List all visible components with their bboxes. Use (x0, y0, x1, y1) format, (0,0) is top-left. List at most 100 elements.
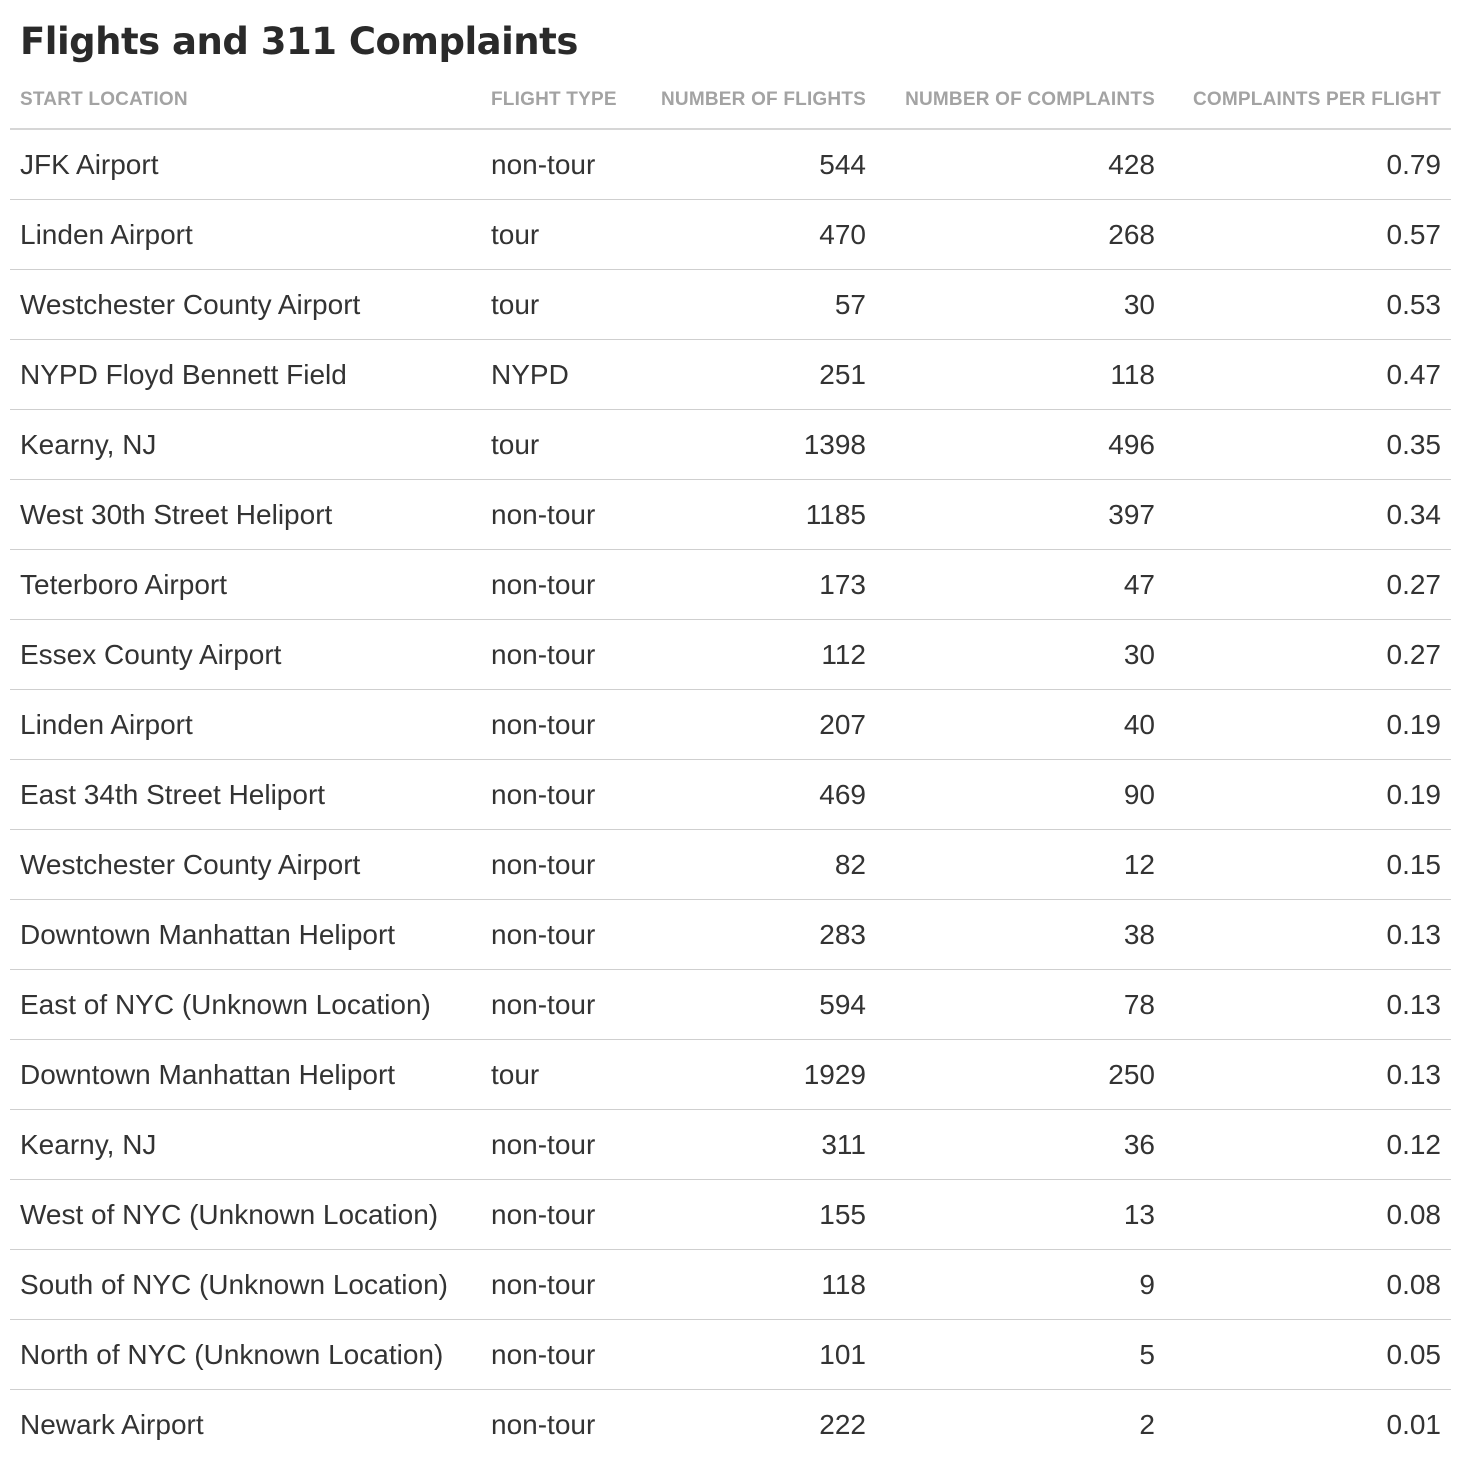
cell-number-of-flights: 82 (635, 829, 876, 900)
cell-complaints-per-flight: 0.27 (1165, 549, 1451, 620)
cell-start-location: Downtown Manhattan Heliport (10, 899, 481, 970)
cell-complaints-per-flight: 0.08 (1165, 1179, 1451, 1250)
column-header-flight-type[interactable]: FLIGHT TYPE (481, 72, 635, 130)
cell-complaints-per-flight: 0.13 (1165, 969, 1451, 1040)
table-row: North of NYC (Unknown Location) non-tour 1… (10, 1319, 1451, 1390)
cell-flight-type: non-tour (481, 899, 635, 970)
cell-complaints-per-flight: 0.12 (1165, 1109, 1451, 1180)
table-row: East of NYC (Unknown Location) non-tour 59… (10, 969, 1451, 1040)
cell-number-of-complaints: 36 (876, 1109, 1165, 1180)
cell-number-of-flights: 283 (635, 899, 876, 970)
cell-complaints-per-flight: 0.57 (1165, 199, 1451, 270)
cell-number-of-complaints: 5 (876, 1319, 1165, 1390)
cell-number-of-complaints: 90 (876, 759, 1165, 830)
cell-start-location: West 30th Street Heliport (10, 479, 481, 550)
cell-flight-type: non-tour (481, 759, 635, 830)
cell-number-of-complaints: 13 (876, 1179, 1165, 1250)
cell-number-of-complaints: 250 (876, 1039, 1165, 1110)
table-row: Teterboro Airport non-tour 173 47 0.27 (10, 549, 1451, 620)
cell-number-of-flights: 251 (635, 339, 876, 410)
cell-flight-type: non-tour (481, 689, 635, 760)
cell-number-of-complaints: 30 (876, 269, 1165, 340)
cell-number-of-flights: 594 (635, 969, 876, 1040)
column-header-start-location[interactable]: START LOCATION (10, 72, 481, 130)
table-title: Flights and 311 Complaints (20, 20, 578, 63)
cell-number-of-complaints: 47 (876, 549, 1165, 620)
table-row: Westchester County Airport non-tour 82 12 0.… (10, 829, 1451, 900)
cell-start-location: NYPD Floyd Bennett Field (10, 339, 481, 410)
cell-start-location: East 34th Street Heliport (10, 759, 481, 830)
cell-complaints-per-flight: 0.47 (1165, 339, 1451, 410)
cell-flight-type: non-tour (481, 1109, 635, 1180)
cell-flight-type: non-tour (481, 619, 635, 690)
table-row: NYPD Floyd Bennett Field NYPD 251 118 0.47 (10, 339, 1451, 410)
cell-flight-type: non-tour (481, 1249, 635, 1320)
cell-number-of-complaints: 78 (876, 969, 1165, 1040)
cell-start-location: North of NYC (Unknown Location) (10, 1319, 481, 1390)
cell-number-of-flights: 222 (819, 1408, 866, 1440)
cell-complaints-per-flight: 0.27 (1165, 619, 1451, 690)
table-row: Westchester County Airport tour 57 30 0.53 (10, 269, 1451, 340)
cell-complaints-per-flight: 0.35 (1165, 409, 1451, 480)
cell-complaints-per-flight: 0.13 (1165, 1039, 1451, 1110)
cell-start-location: South of NYC (Unknown Location) (10, 1249, 481, 1320)
cell-number-of-complaints: 40 (876, 689, 1165, 760)
cell-flight-type: non-tour (481, 829, 635, 900)
cell-number-of-flights: 470 (635, 199, 876, 270)
cell-flight-type: tour (481, 199, 635, 270)
cell-number-of-flights: 1398 (635, 409, 876, 480)
table-row: South of NYC (Unknown Location) non-tour 1… (10, 1249, 1451, 1320)
cell-number-of-flights: 118 (635, 1249, 876, 1320)
cell-complaints-per-flight: 0.01 (1386, 1408, 1442, 1440)
cell-complaints-per-flight: 0.08 (1165, 1249, 1451, 1320)
cell-complaints-per-flight: 0.05 (1165, 1319, 1451, 1390)
cell-complaints-per-flight: 0.15 (1165, 829, 1451, 900)
table-row: East 34th Street Heliport non-tour 469 90 0.… (10, 759, 1451, 830)
cell-complaints-per-flight: 0.19 (1165, 689, 1451, 760)
cell-number-of-complaints: 118 (876, 339, 1165, 410)
cell-start-location: Westchester County Airport (10, 829, 481, 900)
cell-flight-type: non-tour (481, 1179, 635, 1250)
table-body: JFK Airport non-tour 544 428 0.79 Linden Airp… (10, 129, 1451, 1459)
cell-number-of-complaints: 268 (876, 199, 1165, 270)
header-row: START LOCATION FLIGHT TYPE NUMBER OF FLI… (10, 72, 1451, 130)
table-row: Newark Airport non-tour 222 2 0.01 (10, 1390, 1451, 1460)
cell-flight-type: NYPD (481, 339, 635, 410)
column-header-number-of-complaints[interactable]: NUMBER OF COMPLAINTS (876, 72, 1165, 130)
cell-flight-type: tour (481, 1039, 635, 1110)
cell-number-of-flights: 57 (635, 269, 876, 340)
cell-number-of-flights: 1929 (635, 1039, 876, 1110)
cell-start-location: Downtown Manhattan Heliport (10, 1039, 481, 1110)
cell-number-of-flights: 112 (635, 619, 876, 690)
cell-start-location: West of NYC (Unknown Location) (10, 1179, 481, 1250)
cell-start-location: Linden Airport (10, 199, 481, 270)
cell-number-of-flights: 207 (635, 689, 876, 760)
table-row: Kearny, NJ tour 1398 496 0.35 (10, 409, 1451, 480)
cell-number-of-flights: 544 (635, 129, 876, 200)
table-row: West 30th Street Heliport non-tour 1185 397… (10, 479, 1451, 550)
table-row: Downtown Manhattan Heliport non-tour 283 38… (10, 899, 1451, 970)
cell-number-of-complaints: 496 (876, 409, 1165, 480)
cell-start-location: Linden Airport (10, 689, 481, 760)
cell-number-of-flights: 155 (635, 1179, 876, 1250)
cell-start-location: Kearny, NJ (10, 1109, 481, 1180)
cell-number-of-complaints: 38 (876, 899, 1165, 970)
cell-start-location: Kearny, NJ (10, 409, 481, 480)
cell-start-location: JFK Airport (10, 129, 481, 200)
column-header-complaints-per-flight[interactable]: COMPLAINTS PER FLIGHT (1165, 72, 1451, 130)
table-row: Essex County Airport non-tour 112 30 0.27 (10, 619, 1451, 690)
cell-number-of-complaints: 12 (876, 829, 1165, 900)
table-row: JFK Airport non-tour 544 428 0.79 (10, 129, 1451, 200)
cell-flight-type: non-tour (491, 1408, 596, 1440)
cell-flight-type: non-tour (481, 969, 635, 1040)
cell-start-location: Westchester County Airport (10, 269, 481, 340)
cell-number-of-complaints: 397 (876, 479, 1165, 550)
column-header-number-of-flights[interactable]: NUMBER OF FLIGHTS (635, 72, 876, 130)
cell-complaints-per-flight: 0.13 (1165, 899, 1451, 970)
table-row: West of NYC (Unknown Location) non-tour 15… (10, 1179, 1451, 1250)
cell-complaints-per-flight: 0.19 (1165, 759, 1451, 830)
cell-flight-type: non-tour (481, 129, 635, 200)
complaints-table: START LOCATION FLIGHT TYPE NUMBER OF FLI… (10, 72, 1451, 1459)
cell-flight-type: tour (481, 409, 635, 480)
cell-number-of-flights: 173 (635, 549, 876, 620)
